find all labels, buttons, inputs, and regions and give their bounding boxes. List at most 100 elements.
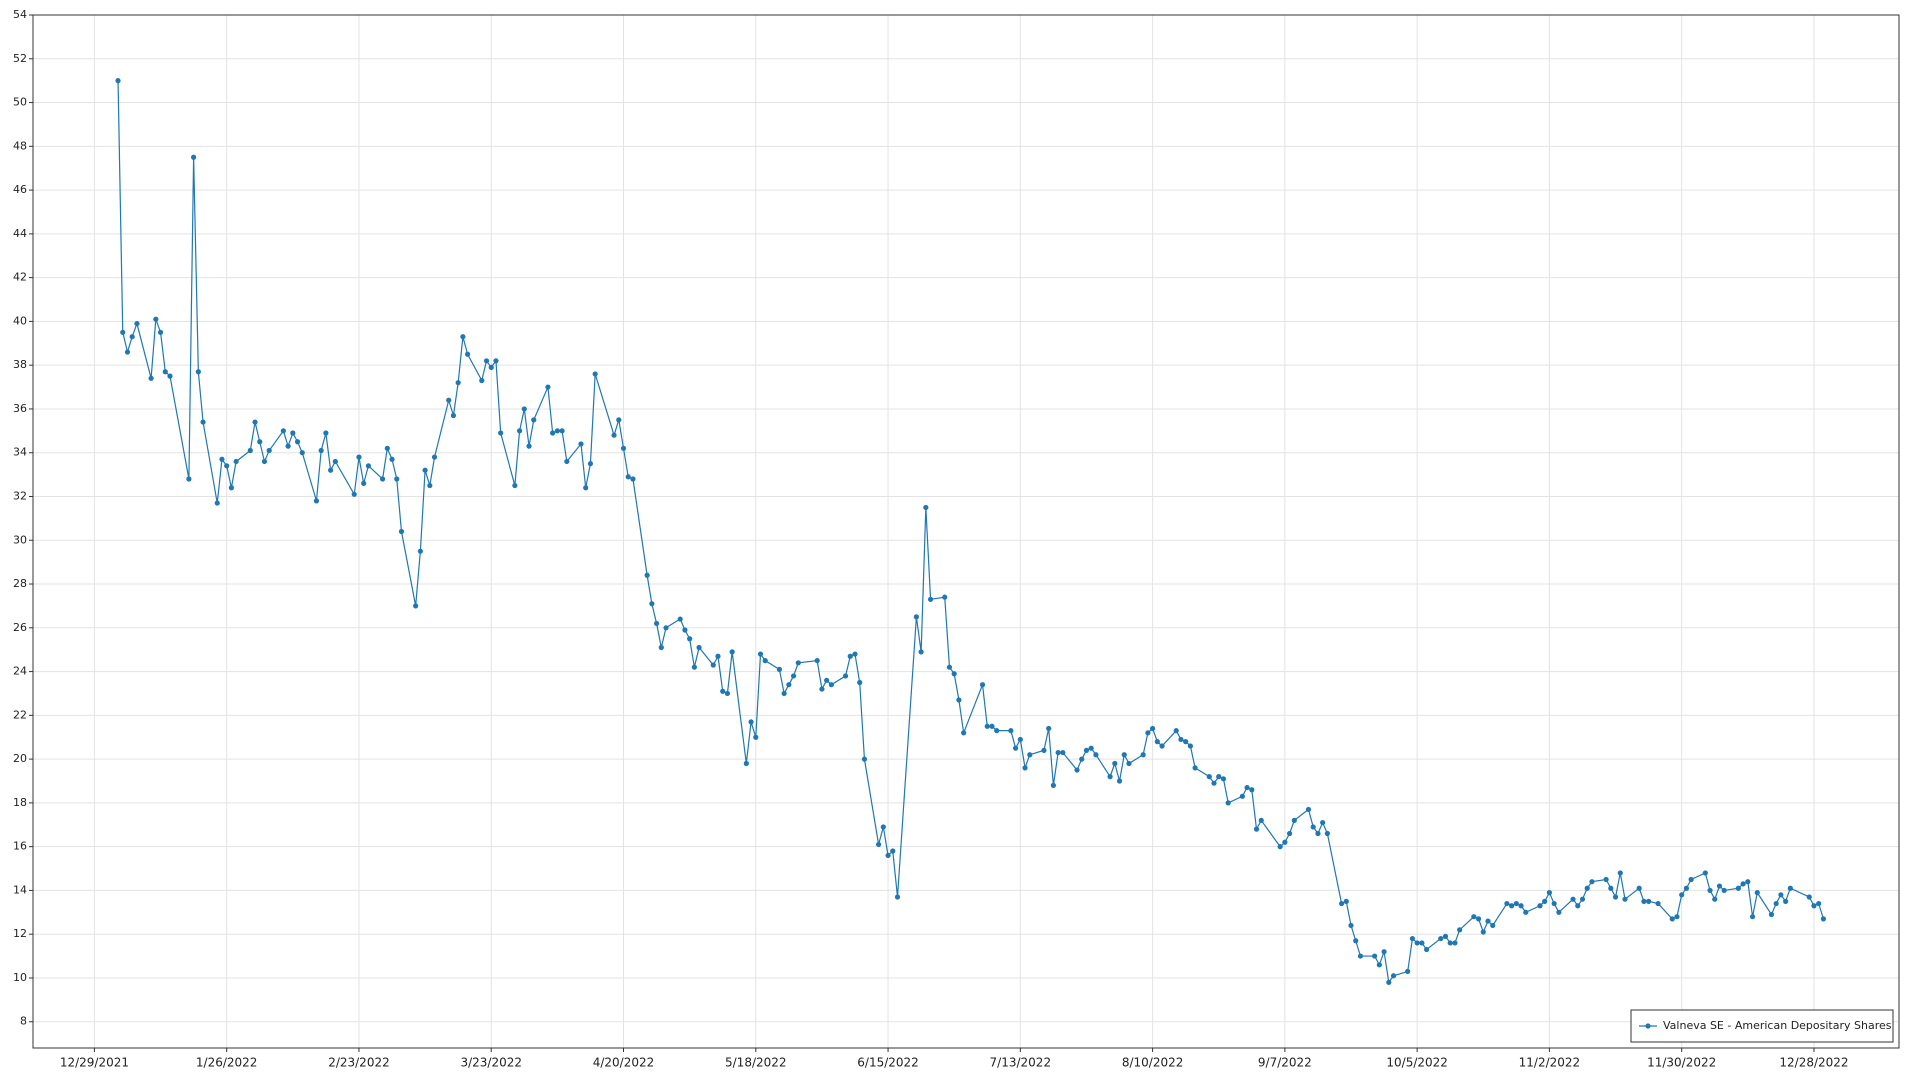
data-point: [786, 682, 792, 688]
data-point: [1320, 819, 1326, 826]
data-point: [748, 719, 754, 725]
data-point: [880, 824, 886, 830]
data-point: [885, 852, 891, 859]
data-point: [134, 320, 140, 327]
data-point: [1093, 752, 1099, 758]
data-point: [1282, 839, 1288, 845]
y-tick-label: 28: [13, 577, 27, 590]
data-point: [1452, 940, 1458, 946]
data-point: [351, 491, 357, 497]
data-point: [554, 428, 560, 434]
y-tick-label: 34: [13, 446, 27, 459]
y-tick-label: 54: [13, 8, 27, 21]
data-point: [1504, 900, 1510, 907]
data-point: [1556, 909, 1562, 915]
data-point: [1286, 830, 1293, 837]
data-point: [1754, 890, 1760, 896]
data-point: [1083, 747, 1090, 753]
data-point: [743, 760, 749, 767]
data-point: [1192, 765, 1198, 771]
data-point: [1612, 894, 1619, 900]
data-point: [162, 369, 168, 375]
data-point: [1353, 938, 1359, 944]
data-point: [1679, 892, 1685, 898]
data-point: [526, 443, 532, 449]
y-tick-label: 20: [13, 752, 27, 765]
data-point: [280, 428, 286, 434]
data-point: [1622, 896, 1628, 902]
data-point: [1041, 747, 1047, 753]
data-point: [1570, 896, 1576, 902]
data-point: [781, 690, 787, 697]
data-point: [365, 463, 372, 469]
data-point: [1348, 922, 1354, 929]
data-point: [120, 329, 126, 335]
data-point: [814, 658, 820, 664]
data-point: [795, 660, 801, 666]
data-point: [356, 454, 362, 460]
data-point: [328, 467, 334, 473]
data-point: [224, 463, 230, 469]
data-point: [1126, 760, 1132, 767]
data-point: [1646, 898, 1652, 904]
data-point: [1079, 756, 1085, 762]
data-point: [1338, 900, 1345, 907]
data-point: [285, 443, 291, 449]
data-point: [129, 334, 135, 340]
y-tick-label: 30: [13, 533, 27, 546]
data-point: [394, 476, 400, 482]
data-point: [857, 679, 863, 686]
data-point: [828, 682, 834, 688]
data-point: [776, 666, 783, 672]
data-point: [1485, 918, 1491, 924]
data-point: [1447, 940, 1453, 946]
data-point: [1778, 892, 1784, 898]
data-point: [1116, 778, 1123, 784]
y-tick-label: 14: [13, 883, 27, 896]
data-point: [1022, 765, 1028, 771]
data-point: [994, 728, 1000, 734]
data-point: [1641, 898, 1647, 904]
data-point: [1589, 879, 1595, 885]
data-point: [460, 334, 466, 340]
data-point: [417, 548, 423, 554]
data-point: [157, 329, 164, 335]
data-point: [876, 841, 882, 848]
data-point: [167, 373, 173, 379]
data-point: [583, 485, 589, 491]
data-point: [1390, 973, 1397, 979]
data-point: [200, 419, 206, 425]
data-point: [1376, 962, 1382, 968]
data-point: [1688, 876, 1694, 883]
x-tick-label: 2/23/2022: [328, 1056, 390, 1070]
data-point: [398, 528, 405, 535]
data-point: [1277, 844, 1283, 850]
data-point: [1509, 903, 1515, 909]
data-point: [842, 673, 849, 679]
y-tick-label: 40: [13, 314, 27, 327]
data-point: [1324, 830, 1330, 837]
data-point: [1537, 903, 1543, 909]
data-point: [422, 467, 428, 473]
y-tick-label: 10: [13, 971, 27, 984]
data-point: [261, 458, 268, 465]
data-point: [115, 78, 121, 84]
data-point: [890, 848, 896, 854]
data-point: [1669, 916, 1675, 922]
data-point: [1027, 752, 1033, 758]
y-tick-label: 42: [13, 271, 27, 284]
data-point: [479, 377, 485, 384]
data-point: [1575, 903, 1581, 909]
data-point: [942, 594, 948, 600]
data-point: [1551, 900, 1557, 907]
data-point: [455, 380, 461, 386]
data-point: [1291, 817, 1297, 823]
data-point: [1740, 881, 1746, 887]
data-point: [1074, 767, 1080, 773]
data-point: [1655, 900, 1661, 907]
data-point: [1225, 800, 1231, 806]
data-point: [592, 371, 598, 377]
data-point: [762, 658, 768, 664]
data-point: [214, 500, 220, 506]
x-tick-label: 8/10/2022: [1122, 1056, 1184, 1070]
